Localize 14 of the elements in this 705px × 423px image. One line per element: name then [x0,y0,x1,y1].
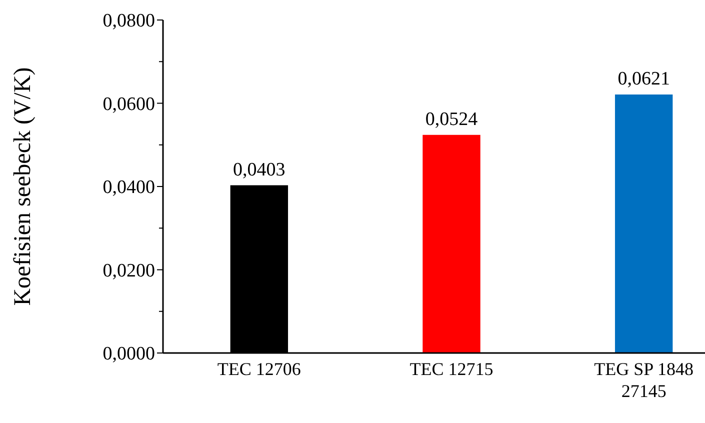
x-tick-label: TEC 12715 [410,359,494,379]
y-tick-label: 0,0800 [102,10,155,32]
x-tick-label: TEG SP 1848 27145 [594,359,694,401]
y-tick-label: 0,0400 [102,177,155,198]
y-tick-label: 0,0600 [102,94,155,115]
x-tick-label: TEC 12706 [217,359,301,379]
y-tick-label: 0,0000 [102,344,155,365]
bar [422,134,480,353]
y-axis-title: Koefisien seebeck (V/K) [10,67,36,306]
data-label: 0,0621 [618,68,670,90]
bar [614,94,673,353]
data-label: 0,0403 [233,159,286,180]
y-tick-label: 0,0200 [102,260,155,282]
data-label: 0,0524 [425,108,478,130]
